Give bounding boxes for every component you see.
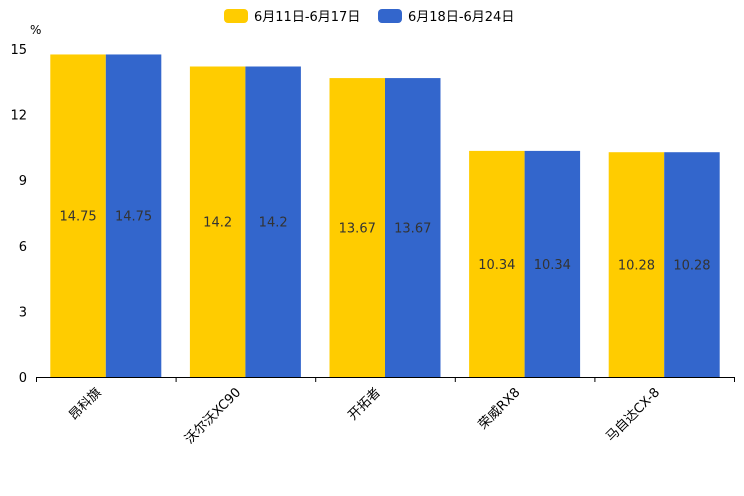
bar-1 bbox=[50, 54, 106, 377]
data-label: 13.67 bbox=[394, 222, 431, 237]
x-tick-label: 荣威RX8 bbox=[476, 385, 524, 433]
data-label: 14.75 bbox=[59, 210, 96, 225]
legend-label: 6月18日-6月24日 bbox=[408, 10, 514, 25]
bar-1 bbox=[608, 152, 665, 377]
x-tick-label: 昂科旗 bbox=[66, 385, 105, 424]
legend-swatch bbox=[224, 9, 248, 23]
y-tick-label: 3 bbox=[19, 305, 27, 320]
bar-1 bbox=[469, 150, 525, 377]
bars bbox=[50, 54, 720, 377]
y-tick-label: 6 bbox=[19, 240, 27, 255]
data-label: 10.34 bbox=[534, 258, 571, 273]
legend: 6月11日-6月17日 6月18日-6月24日 bbox=[224, 9, 514, 25]
data-labels: 14.75 14.75 14.2 14.2 13.67 13.67 10.34 10.34 10… bbox=[59, 210, 710, 274]
x-tick-label: 沃尔沃XC90 bbox=[182, 385, 244, 447]
bar-2 bbox=[524, 150, 581, 377]
x-tick-label: 马自达CX-8 bbox=[603, 385, 663, 445]
data-label: 14.75 bbox=[115, 210, 152, 225]
y-tick-label: 0 bbox=[19, 371, 27, 386]
y-axis: 0 3 6 9 12 15 bbox=[10, 43, 27, 386]
data-label: 10.28 bbox=[673, 259, 710, 274]
bar-2 bbox=[245, 66, 301, 377]
data-label: 10.34 bbox=[478, 258, 515, 273]
data-label: 14.2 bbox=[203, 216, 232, 231]
x-tick-label: 开拓者 bbox=[346, 385, 384, 423]
y-tick-label: 15 bbox=[10, 43, 27, 58]
y-tick-label: 9 bbox=[19, 174, 27, 189]
legend-swatch bbox=[378, 9, 402, 23]
x-axis: 昂科旗 沃尔沃XC90 开拓者 荣威RX8 马自达CX-8 bbox=[36, 377, 735, 447]
data-label: 10.28 bbox=[618, 259, 655, 274]
bar-1 bbox=[329, 78, 385, 377]
data-label: 13.67 bbox=[339, 222, 376, 237]
bar-1 bbox=[189, 66, 246, 377]
y-axis-unit: % bbox=[30, 23, 41, 37]
data-label: 14.2 bbox=[259, 216, 288, 231]
bar-2 bbox=[105, 54, 162, 377]
y-tick-label: 12 bbox=[10, 109, 27, 124]
bar-2 bbox=[385, 78, 441, 377]
bar-2 bbox=[664, 152, 720, 377]
legend-label: 6月11日-6月17日 bbox=[254, 10, 360, 25]
